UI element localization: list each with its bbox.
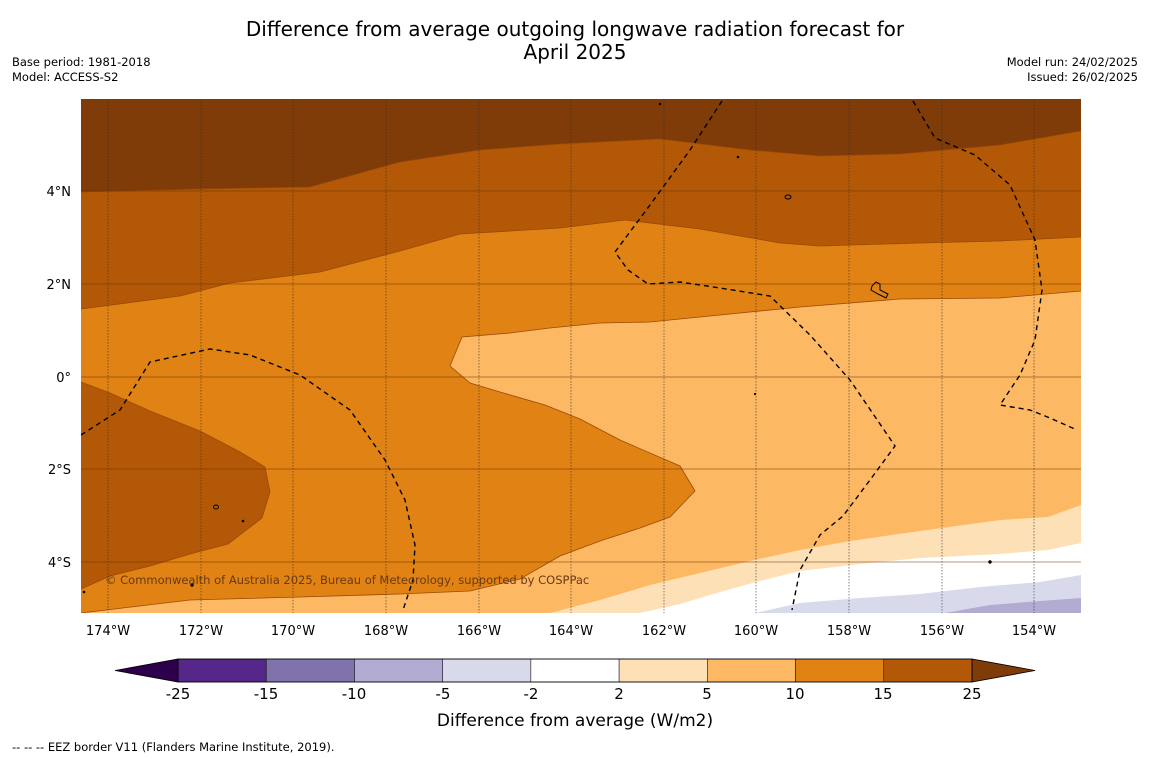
colorbar-segment: [354, 658, 443, 683]
colorbar: -25 -15 -10 -5 -2 2 5 10 15 25 Differenc…: [114, 658, 1036, 731]
model-info: Base period: 1981-2018 Model: ACCESS-S2: [12, 55, 151, 85]
lon-label: 162°W: [642, 624, 686, 639]
band-neg-2-5: [755, 575, 1081, 613]
run-info: Model run: 24/02/2025 Issued: 26/02/2025: [1007, 55, 1138, 85]
lon-label: 170°W: [271, 624, 315, 639]
colorbar-segment: [530, 658, 620, 683]
band-5-10: [81, 291, 1081, 613]
colorbar-tick: 15: [873, 685, 892, 703]
lon-label: 154°W: [1012, 624, 1056, 639]
island-dot: [736, 155, 740, 159]
colorbar-tick: 10: [785, 685, 804, 703]
title-line-2: April 2025: [523, 40, 627, 64]
colorbar-tick: -5: [436, 685, 451, 703]
colorbar-segments: [177, 658, 973, 683]
colorbar-segment: [707, 658, 796, 683]
grid-lat: [81, 190, 1081, 563]
colorbar-ticks: -25 -15 -10 -5 -2 2 5 10 15 25: [166, 685, 982, 703]
colorbar-segment: [795, 658, 885, 683]
model-run-date: Model run: 24/02/2025: [1006, 55, 1138, 69]
lat-label: 0°: [56, 371, 71, 386]
island-outline: [870, 281, 889, 299]
island-outline: [213, 504, 219, 510]
island-dot: [988, 560, 992, 564]
chart-title: Difference from average outgoing longwav…: [0, 18, 1150, 64]
colorbar-tick: 25: [962, 685, 981, 703]
colorbar-over-arrow: [971, 658, 1036, 683]
eez-footnote: -- -- -- EEZ border V11 (Flanders Marine…: [12, 740, 335, 754]
island-outline: [784, 194, 792, 200]
colorbar-under-arrow: [114, 658, 179, 683]
colorbar-tick: 2: [614, 685, 624, 703]
eez-borders: [81, 100, 1078, 611]
colorbar-segment: [177, 658, 267, 683]
lat-label: 2°S: [48, 463, 71, 478]
colorbar-tick: -2: [524, 685, 539, 703]
lat-label: 4°N: [47, 185, 72, 200]
lat-axis-labels: 4°N 2°N 0° 2°S 4°S: [47, 185, 72, 571]
lon-label: 164°W: [549, 624, 593, 639]
colorbar-frame: [177, 658, 973, 683]
base-period: Base period: 1981-2018: [12, 55, 151, 69]
colorbar-segment: [265, 658, 355, 683]
island-dot: [82, 590, 86, 594]
lon-label: 172°W: [179, 624, 223, 639]
lon-label: 166°W: [457, 624, 501, 639]
island-dot: [658, 102, 662, 106]
colorbar-tick: -25: [166, 685, 191, 703]
lat-label: 4°S: [48, 556, 71, 571]
lon-label: 168°W: [364, 624, 408, 639]
colorbar-title: Difference from average (W/m2): [437, 711, 713, 731]
band-15-25-west-lobe: [81, 382, 270, 589]
lon-label: 160°W: [734, 624, 778, 639]
map-panel: © Commonwealth of Australia 2025, Bureau…: [81, 99, 1081, 613]
island-dot: [241, 519, 245, 523]
lon-axis-labels: 174°W 172°W 170°W 168°W 166°W 164°W 162°…: [86, 624, 1056, 639]
lon-label: 158°W: [827, 624, 871, 639]
lon-label: 174°W: [86, 624, 130, 639]
contour-lines: [81, 130, 1081, 613]
band-neg-5-10: [945, 598, 1081, 613]
colorbar-tick: -15: [254, 685, 279, 703]
copyright-text: © Commonwealth of Australia 2025, Bureau…: [105, 573, 589, 587]
lat-label: 2°N: [47, 278, 72, 293]
title-line-1: Difference from average outgoing longwav…: [245, 17, 905, 41]
colorbar-segment: [883, 658, 973, 683]
colorbar-tick: 5: [702, 685, 712, 703]
model-name: Model: ACCESS-S2: [12, 70, 119, 84]
island-dot: [753, 392, 757, 396]
island-dot: [190, 583, 194, 587]
colorbar-tick: -10: [342, 685, 367, 703]
lon-label: 156°W: [920, 624, 964, 639]
colorbar-segment: [442, 658, 532, 683]
islands: [82, 102, 992, 594]
colorbar-segment: [618, 658, 708, 683]
issued-date: Issued: 26/02/2025: [1027, 70, 1138, 84]
